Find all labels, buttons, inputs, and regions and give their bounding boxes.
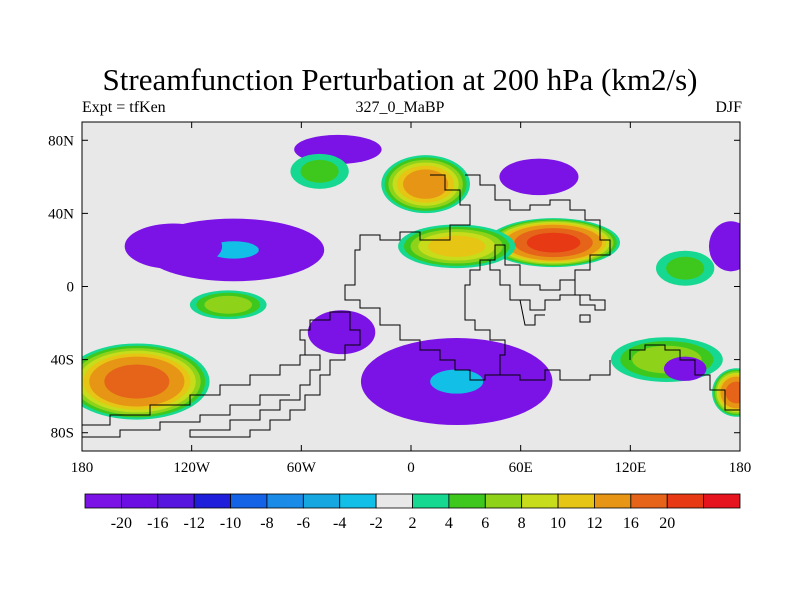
- coastline-south-africa: [500, 360, 611, 381]
- lat-tick-label: 80N: [48, 133, 74, 149]
- anomaly-tropical-pacific-high: [189, 290, 267, 320]
- colorbar-swatch: [630, 493, 668, 509]
- contour-band: [509, 163, 569, 191]
- colorbar-tick-label: 20: [659, 515, 675, 532]
- coastline-asia: [465, 174, 611, 280]
- lon-tick-label: 0: [407, 460, 415, 476]
- colorbar-tick-label: -2: [369, 515, 382, 532]
- longitude-axis: 180 120W 60W 0 60E 120E 180: [71, 122, 752, 476]
- contour-band: [526, 232, 581, 253]
- plot-title: Streamfunction Perturbation at 200 hPa (…: [102, 62, 698, 97]
- colorbar-swatch: [157, 493, 195, 509]
- coastline-central-america: [82, 394, 290, 438]
- contour-band: [669, 359, 702, 378]
- colorbar-swatch: [84, 493, 122, 509]
- contour-band: [403, 169, 449, 199]
- colorbar-tick-label: -20: [111, 515, 132, 532]
- season-label: DJF: [715, 99, 742, 116]
- lat-tick-label: 40N: [48, 206, 74, 222]
- colorbar-tick-label: 10: [550, 515, 566, 532]
- contour-band: [428, 235, 486, 257]
- colorbar-tick-label: 2: [409, 515, 417, 532]
- colorbar-swatch: [339, 493, 377, 509]
- coastline-maritime: [579, 314, 591, 323]
- lat-tick-label: 0: [67, 280, 75, 296]
- colorbar-tick-label: 8: [518, 515, 526, 532]
- lat-tick-label: 40S: [51, 353, 74, 369]
- colorbar-swatch: [375, 493, 413, 509]
- anomaly-pacific-east-high: [656, 250, 715, 286]
- colorbar-tick-label: -12: [184, 515, 205, 532]
- contour-band: [725, 381, 740, 404]
- period-label: 327_0_MaBP: [355, 99, 445, 116]
- anomaly-n-pacific-low-ext: [124, 223, 223, 270]
- experiment-label: Expt = tfKen: [82, 99, 166, 116]
- colorbar-tick-label: -10: [220, 515, 241, 532]
- latitude-axis: 80N 40N 0 40S 80S: [48, 133, 740, 442]
- colorbar-swatch: [302, 493, 341, 509]
- colorbar-tick-label: -16: [147, 515, 168, 532]
- colorbar-swatch: [521, 493, 559, 509]
- contour-band: [666, 256, 705, 280]
- colorbar-swatch: [120, 493, 159, 509]
- contour-band: [430, 369, 484, 394]
- anomaly-n-america-high: [290, 153, 349, 189]
- coastline-layer: [82, 174, 740, 438]
- colorbar: -20 -16 -12 -10 -8 -6 -4 -2 2 4 6 8 10 12 16 20: [84, 493, 741, 532]
- colorbar-swatch: [193, 493, 231, 509]
- colorbar-swatch: [230, 493, 268, 509]
- colorbar-swatch: [412, 493, 450, 509]
- lon-tick-label: 120E: [614, 460, 646, 476]
- colorbar-tick-label: 4: [445, 515, 453, 532]
- colorbar-swatch: [666, 493, 705, 509]
- colorbar-swatch: [557, 493, 595, 509]
- lon-tick-label: 60E: [509, 460, 533, 476]
- colorbar-tick-label: -6: [297, 515, 310, 532]
- contour-band: [719, 233, 740, 260]
- coastline-antarctic-peninsula: [82, 354, 310, 426]
- contour-band: [104, 364, 170, 399]
- anomaly-dateline-high: [712, 368, 740, 417]
- colorbar-tick-label: -8: [260, 515, 273, 532]
- contour-band: [300, 159, 339, 183]
- colorbar-swatch: [448, 493, 486, 509]
- colorbar-swatch: [594, 493, 632, 509]
- colorbar-swatch: [266, 493, 304, 509]
- anomaly-asia-high-west: [398, 224, 516, 269]
- anomaly-s-atlantic-low: [307, 310, 376, 355]
- anomaly-n-pacific-east-low: [708, 221, 740, 272]
- lon-tick-label: 60W: [287, 460, 317, 476]
- colorbar-tick-label: 6: [481, 515, 489, 532]
- anomaly-n-atlantic-high: [381, 155, 470, 214]
- coastline-europe-africa: [344, 174, 606, 381]
- colorbar-swatch: [703, 493, 741, 509]
- coastline-australia: [629, 344, 740, 411]
- contour-band: [151, 236, 196, 257]
- anomaly-eurasia-low: [499, 158, 579, 196]
- contour-band: [329, 324, 354, 341]
- colorbar-swatch: [484, 493, 523, 509]
- lon-tick-label: 180: [71, 460, 94, 476]
- colorbar-tick-label: 16: [623, 515, 639, 532]
- anomaly-s-pacific-high: [82, 343, 210, 420]
- lon-tick-label: 120W: [173, 460, 211, 476]
- coastline-india: [519, 299, 545, 326]
- colorbar-tick-label: 12: [586, 515, 602, 532]
- colorbar-tick-label: -4: [333, 515, 346, 532]
- lon-tick-label: 180: [729, 460, 752, 476]
- anomaly-asia-high: [487, 218, 621, 268]
- lat-tick-label: 80S: [51, 426, 74, 442]
- contour-band: [204, 295, 253, 314]
- anomaly-southern-low: [360, 338, 553, 426]
- coastline-south-america: [189, 311, 361, 438]
